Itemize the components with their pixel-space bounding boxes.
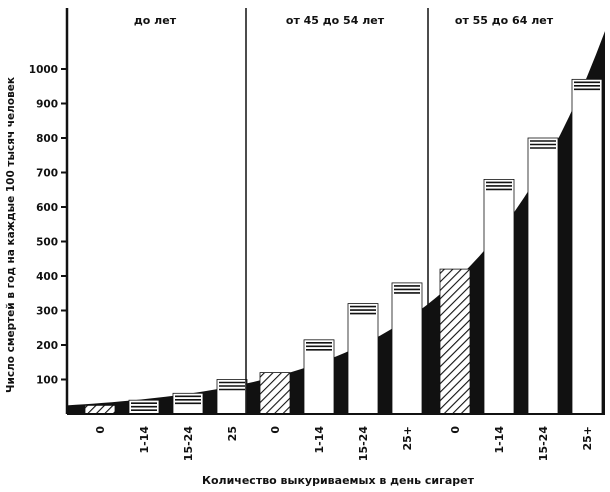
y-tick-label-200: 200 (36, 340, 58, 352)
x-tick-label-g3-3: 15-24 (537, 426, 550, 462)
y-tick-label-800: 800 (36, 133, 58, 145)
bar-g2-4 (391, 282, 423, 415)
y-tick-label-600: 600 (36, 202, 58, 214)
y-axis-label: Число смертей в год на каждые 100 тысяч … (5, 77, 17, 393)
y-tick-label-900: 900 (36, 99, 58, 111)
trend-area (67, 31, 605, 414)
group-label-1-text: до лет (134, 14, 177, 27)
x-axis-label: Количество выкуриваемых в день сигарет (202, 474, 475, 487)
axes: 100 200 300 400 500 600 700 800 900 1000 0 1-14 15-2… (29, 8, 605, 461)
x-tick-label-g2-4: 25+ (401, 426, 414, 451)
group-label-3: от 55 до 64 лет (455, 14, 554, 27)
x-tick-label-g2-1: 0 (269, 426, 282, 434)
x-tick-label-g1-2: 1-14 (138, 426, 151, 454)
bar-g2-3 (347, 303, 379, 415)
bar-g1-1 (84, 404, 116, 415)
y-tick-label-700: 700 (36, 168, 58, 180)
x-tick-label-g1-4: 25 (226, 426, 239, 441)
x-tick-label-g3-4: 25+ (581, 426, 594, 451)
bar-g1-4 (216, 379, 248, 415)
y-tick-label-100: 100 (36, 375, 58, 387)
x-tick-label-g2-3: 15-24 (357, 426, 370, 462)
bars (84, 78, 603, 415)
x-tick-label-g1-1: 0 (94, 426, 107, 434)
y-tick-label-300: 300 (36, 306, 58, 318)
x-tick-label-g3-2: 1-14 (493, 426, 506, 454)
bar-g2-2 (303, 339, 335, 415)
group-label-2-text: от 45 до 54 лет (286, 14, 385, 27)
group-label-3-text: от 55 до 64 лет (455, 14, 554, 27)
y-tick-label-400: 400 (36, 271, 58, 283)
trend-wedge (67, 31, 605, 414)
y-tick-label-1000: 1000 (29, 64, 58, 76)
bar-g3-2 (483, 178, 515, 415)
x-tick-label-g3-1: 0 (449, 426, 462, 434)
bar-g3-3 (527, 137, 559, 415)
bar-g3-1 (439, 268, 471, 415)
x-tick-label-g1-3: 15-24 (182, 426, 195, 462)
bar-g3-4 (571, 78, 603, 415)
group-label-2: от 45 до 54 лет (286, 14, 385, 27)
group-label-1: до лет (134, 14, 177, 27)
x-tick-label-g2-2: 1-14 (313, 426, 326, 454)
bar-g2-1 (259, 372, 291, 415)
y-tick-label-500: 500 (36, 237, 58, 249)
